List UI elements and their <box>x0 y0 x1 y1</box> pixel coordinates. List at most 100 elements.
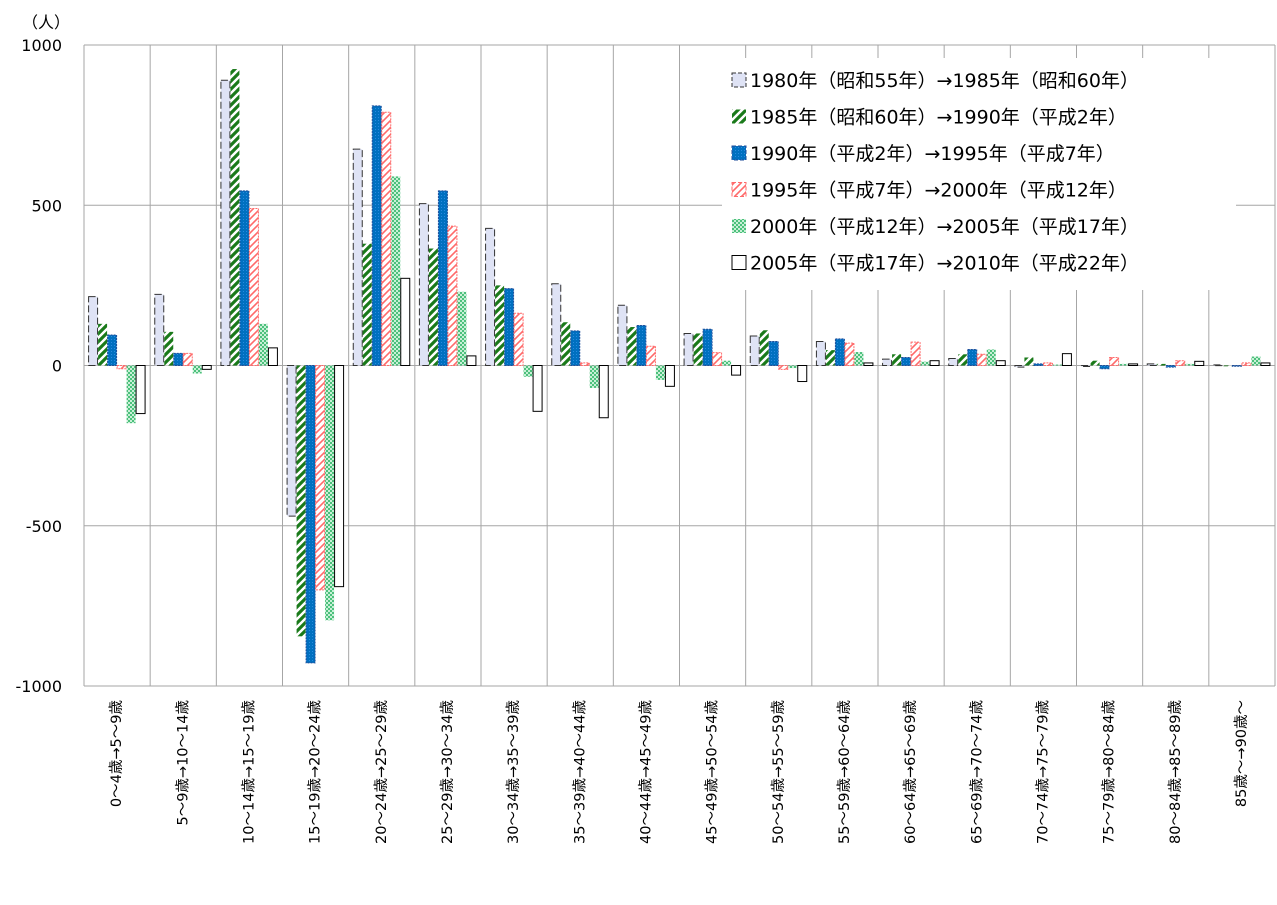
x-tick-label: 50～54歳→55～59歳 <box>770 700 787 844</box>
y-tick-label: -1000 <box>16 677 63 696</box>
x-tick-label: 70～74歳→75～79歳 <box>1034 700 1051 844</box>
bar-series-5-cat-5 <box>391 176 401 366</box>
bar-series-1-cat-7 <box>485 227 496 366</box>
bar-series-6-cat-8 <box>598 365 609 419</box>
bar-series-5-cat-15 <box>1052 364 1062 366</box>
bar-series-2-cat-13 <box>892 354 902 366</box>
bar-series-4-cat-5 <box>381 111 392 367</box>
bar-series-1-cat-10 <box>683 332 694 367</box>
legend-label: 1995年（平成7年）→2000年（平成12年） <box>750 180 1127 202</box>
bar-series-4-cat-2 <box>182 352 193 367</box>
bar-series-3-cat-11 <box>768 340 779 366</box>
bar-series-3-cat-9 <box>636 324 647 366</box>
bar-series-5-cat-1 <box>126 365 136 424</box>
x-tick-label: 15～19歳→20～24歳 <box>307 700 324 844</box>
bar-series-3-cat-2 <box>173 352 184 367</box>
legend-background <box>722 58 1236 290</box>
x-tick-label: 30～34歳→35～39歳 <box>505 700 522 844</box>
bar-series-1-cat-12 <box>815 340 826 366</box>
legend-marker <box>731 145 747 161</box>
gridlines <box>83 44 1276 687</box>
y-tick-label: -500 <box>26 517 62 536</box>
bar-series-6-cat-4 <box>334 365 345 588</box>
bar-series-3-cat-14 <box>967 348 978 367</box>
bar-series-2-cat-11 <box>759 330 769 366</box>
bar-series-5-cat-6 <box>457 291 467 366</box>
bar-series-4-cat-11 <box>778 365 789 370</box>
x-tick-label: 45～49歳→50～54歳 <box>704 700 721 844</box>
bar-series-2-cat-10 <box>693 333 703 366</box>
bar-series-6-cat-6 <box>466 355 477 367</box>
bar-series-6-cat-7 <box>532 365 543 412</box>
bar-series-5-cat-14 <box>986 349 996 366</box>
bar-series-1-cat-11 <box>749 335 760 367</box>
bar-series-6-cat-18 <box>1260 362 1271 367</box>
legend-marker <box>732 109 746 124</box>
bar-series-1-cat-18 <box>1212 364 1223 367</box>
legend-label: 1980年（昭和55年）→1985年（昭和60年） <box>750 70 1139 92</box>
bar-series-2-cat-12 <box>825 350 835 366</box>
bar-series-3-cat-10 <box>702 328 713 367</box>
bar-series-2-cat-4 <box>296 365 306 637</box>
bar-series-5-cat-9 <box>655 365 665 380</box>
bar-series-3-cat-18 <box>1231 365 1242 367</box>
bar-series-5-cat-16 <box>1119 363 1129 366</box>
bar-series-3-cat-4 <box>305 365 316 664</box>
bar-series-1-cat-5 <box>352 148 363 366</box>
bar-series-1-cat-1 <box>88 296 99 366</box>
bar-series-6-cat-3 <box>267 347 278 366</box>
bar-series-4-cat-4 <box>315 365 326 591</box>
bar-series-1-cat-8 <box>551 283 562 366</box>
bar-series-6-cat-15 <box>1061 353 1072 367</box>
legend-marker <box>731 182 747 197</box>
bar-series-4-cat-10 <box>712 352 723 366</box>
bar-series-5-cat-4 <box>325 365 335 621</box>
bar-series-3-cat-6 <box>437 190 448 366</box>
bar-series-3-cat-5 <box>371 105 382 367</box>
bar-series-4-cat-12 <box>844 342 855 367</box>
y-tick-label: 500 <box>31 196 62 215</box>
x-tick-label: 10～14歳→15～19歳 <box>240 700 257 844</box>
bar-series-4-cat-1 <box>116 365 127 370</box>
bar-series-2-cat-8 <box>561 322 571 366</box>
bar-series-1-cat-4 <box>286 365 297 517</box>
bar-series-6-cat-17 <box>1194 360 1205 366</box>
bar-series-6-cat-10 <box>731 365 742 376</box>
bar-series-2-cat-14 <box>958 354 968 366</box>
bar-series-6-cat-12 <box>863 362 874 367</box>
bar-series-5-cat-7 <box>523 365 533 377</box>
bar-series-1-cat-2 <box>154 293 165 366</box>
bar-series-5-cat-13 <box>920 361 930 366</box>
bar-series-4-cat-17 <box>1175 360 1186 367</box>
bar-series-3-cat-7 <box>504 288 515 366</box>
x-tick-label: 85歳～→90歳～ <box>1233 700 1250 807</box>
bar-series-3-cat-16 <box>1099 365 1110 370</box>
x-tick-label: 65～69歳→70～74歳 <box>968 700 985 844</box>
bar-series-5-cat-17 <box>1185 363 1195 366</box>
bar-series-1-cat-15 <box>1014 365 1025 368</box>
x-tick-label: 80～84歳→85～89歳 <box>1167 700 1184 844</box>
bar-series-6-cat-16 <box>1128 363 1139 366</box>
bar-series-4-cat-6 <box>447 225 458 366</box>
legend-marker <box>732 219 746 233</box>
bar-series-2-cat-1 <box>98 323 108 366</box>
bar-series-6-cat-13 <box>929 360 940 367</box>
bar-series-6-cat-2 <box>201 365 212 370</box>
bar-series-3-cat-8 <box>570 330 581 366</box>
x-tick-label: 60～64歳→65～69歳 <box>902 700 919 844</box>
bar-series-3-cat-15 <box>1033 363 1044 366</box>
bar-series-4-cat-3 <box>248 207 259 366</box>
bar-series-2-cat-17 <box>1156 363 1166 366</box>
bar-series-1-cat-6 <box>418 203 429 366</box>
bar-series-2-cat-7 <box>495 285 505 366</box>
x-tick-label: 20～24歳→25～29歳 <box>373 700 390 844</box>
bar-series-5-cat-18 <box>1251 356 1261 366</box>
bar-series-2-cat-5 <box>362 243 372 366</box>
bar-series-4-cat-14 <box>976 353 987 367</box>
bar-series-3-cat-13 <box>901 356 912 366</box>
bar-series-6-cat-5 <box>400 277 411 367</box>
bar-series-1-cat-14 <box>948 357 959 367</box>
bar-series-5-cat-10 <box>722 360 732 366</box>
